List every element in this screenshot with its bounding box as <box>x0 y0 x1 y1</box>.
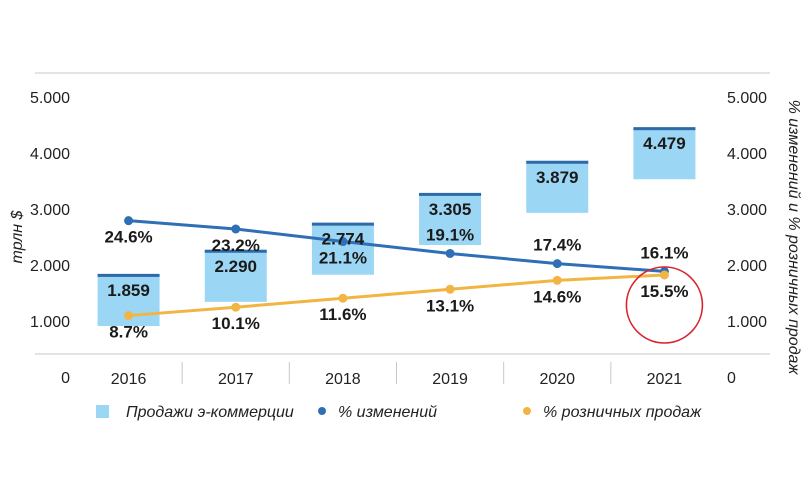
retail-share-label: 8.7% <box>109 323 148 342</box>
retail-share-point <box>338 293 348 303</box>
x-tick-label: 2017 <box>218 371 254 388</box>
y-tick-right: 0 <box>727 370 736 387</box>
legend-label: % изменений <box>338 404 437 421</box>
retail-share-label: 13.1% <box>426 296 474 315</box>
x-tick-label: 2020 <box>539 371 575 388</box>
retail-share-point <box>231 302 241 312</box>
retail-share-point <box>659 270 669 280</box>
y-tick-left: 0 <box>61 370 70 387</box>
y-axis-title-right: % изменений и % розничных продаж <box>785 100 802 376</box>
change-line <box>128 219 665 273</box>
retail-share-point <box>445 284 455 294</box>
change-label: 24.6% <box>104 228 152 247</box>
y-tick-right: 2.000 <box>727 258 767 275</box>
retail-share-point <box>552 275 562 285</box>
bar <box>633 127 696 180</box>
bar <box>204 249 267 302</box>
bar <box>419 192 482 245</box>
legend-label: Продажи э-коммерции <box>126 404 294 421</box>
bar-value-label: 4.479 <box>643 134 686 153</box>
bar-value-label: 3.879 <box>536 168 579 187</box>
y-tick-right: 1.000 <box>727 314 767 331</box>
retail-share-line <box>128 273 665 318</box>
change-label: 16.1% <box>640 243 688 262</box>
x-tick-label: 2021 <box>647 371 683 388</box>
bar <box>526 160 589 213</box>
retail-share-label: 10.1% <box>212 314 260 333</box>
highlight-circle <box>625 266 704 344</box>
x-tick-label: 2018 <box>325 371 361 388</box>
legend-swatch-bar <box>96 405 109 418</box>
legend-swatch-dot <box>318 407 326 415</box>
change-point <box>552 259 562 269</box>
change-label: 19.1% <box>426 225 474 244</box>
retail-share-label: 14.6% <box>533 287 581 306</box>
legend-swatch-dot <box>523 407 531 415</box>
bar-cap <box>97 273 160 277</box>
retail-share-label: 11.6% <box>319 305 366 324</box>
retail-share-label: 15.5% <box>640 282 688 301</box>
y-tick-left: 3.000 <box>30 202 70 219</box>
bar <box>311 222 374 275</box>
bar-cap <box>526 160 589 164</box>
change-label: 23.2% <box>212 236 260 255</box>
change-label: 17.4% <box>533 236 581 255</box>
y-tick-left: 5.000 <box>30 90 70 107</box>
y-tick-right: 5.000 <box>727 90 767 107</box>
x-tick-label: 2019 <box>432 371 468 388</box>
bar-cap <box>419 192 482 196</box>
bar-value-label: 2.290 <box>214 257 257 276</box>
y-tick-left: 2.000 <box>30 258 70 275</box>
bar-value-label: 2.774 <box>322 230 365 249</box>
x-tick-label: 2016 <box>111 371 147 388</box>
change-label: 21.1% <box>319 249 367 268</box>
y-tick-right: 4.000 <box>727 146 767 163</box>
change-point <box>231 224 241 234</box>
bar-value-label: 1.859 <box>107 281 150 300</box>
bar-series <box>97 127 696 326</box>
bar-value-label: 3.305 <box>429 200 472 219</box>
line-series <box>124 216 669 321</box>
y-tick-left: 1.000 <box>30 314 70 331</box>
retail-share-point <box>124 311 134 321</box>
y-axis-title-left: трлн $ <box>9 209 26 263</box>
y-tick-left: 4.000 <box>30 146 70 163</box>
bar-cap <box>311 222 374 226</box>
y-tick-right: 3.000 <box>727 202 767 219</box>
bar-cap <box>204 249 267 253</box>
axes: 0 0 1.000 1.000 2.000 2.000 3.000 3.000 4.000 4.0… <box>9 90 802 388</box>
legend: Продажи э-коммерции % изменений % розничны… <box>96 404 702 421</box>
legend-label: % розничных продаж <box>543 404 702 421</box>
change-point <box>124 216 134 226</box>
chart-frame <box>35 72 770 384</box>
change-point <box>338 237 348 247</box>
change-point <box>445 248 455 258</box>
bar-cap <box>633 127 696 131</box>
data-labels: 1.859 2.290 2.774 3.305 3.879 4.479 24.6% 23.2%… <box>104 134 704 344</box>
